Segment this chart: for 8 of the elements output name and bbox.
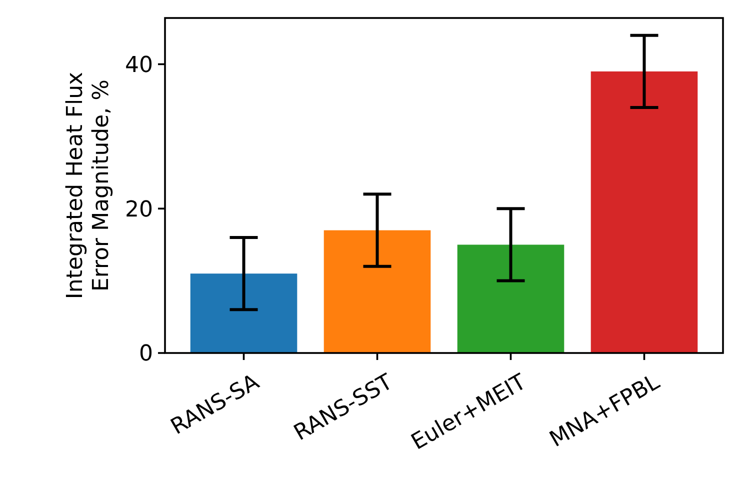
- y-tick-label: 20: [125, 197, 153, 222]
- bar: [190, 274, 298, 353]
- bar: [457, 244, 564, 353]
- y-axis-title: Integrated Heat Flux Error Magnitude, %: [63, 72, 114, 300]
- bar: [590, 71, 698, 353]
- bar: [324, 230, 431, 353]
- y-tick-label: 0: [139, 342, 153, 367]
- y-tick-label: 40: [125, 52, 153, 78]
